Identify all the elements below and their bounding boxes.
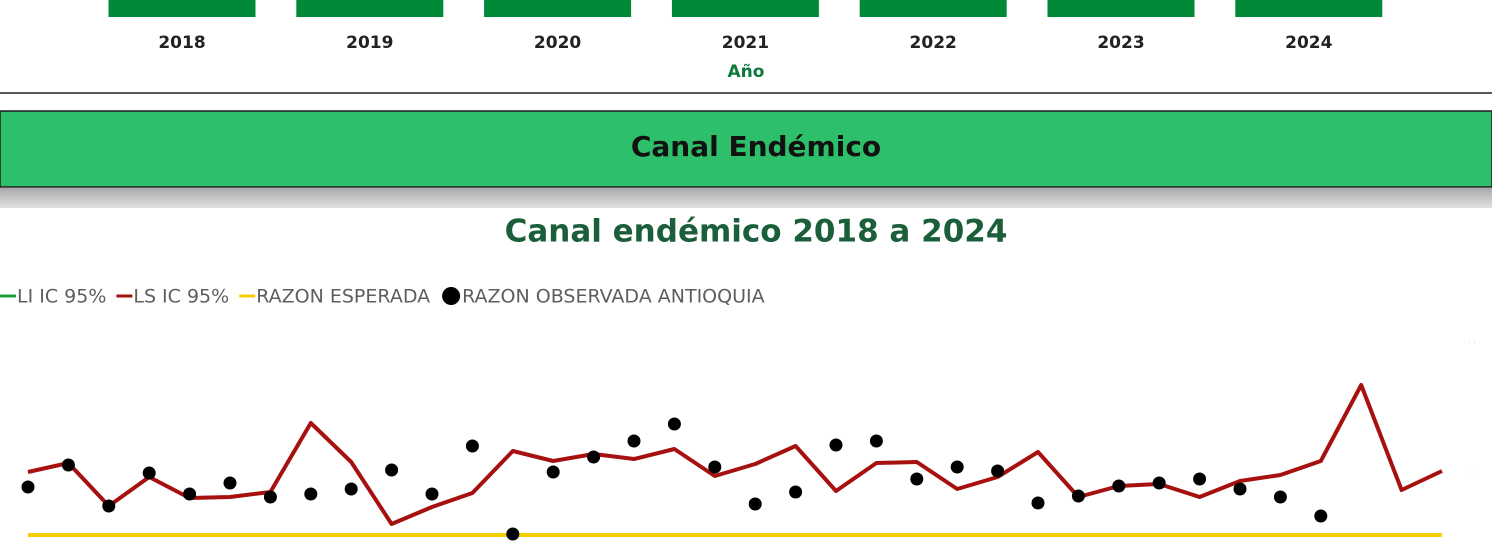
data-point xyxy=(1233,482,1247,496)
year-column xyxy=(671,0,819,17)
year-label: 2023 xyxy=(1097,33,1144,53)
data-point xyxy=(1071,489,1085,503)
data-point xyxy=(506,527,520,541)
data-point xyxy=(1031,496,1045,510)
data-point xyxy=(1152,476,1166,490)
data-point xyxy=(1273,490,1287,504)
data-point xyxy=(910,472,924,486)
data-point xyxy=(385,463,399,477)
section-banner xyxy=(0,110,1492,188)
year-label: 2024 xyxy=(1285,33,1332,53)
data-point xyxy=(21,480,35,494)
year-label: 2018 xyxy=(158,33,205,53)
data-point xyxy=(304,487,318,501)
decor-dots: . . xyxy=(1468,466,1476,475)
legend-label: RAZON ESPERADA xyxy=(256,286,430,308)
data-point xyxy=(950,460,964,474)
data-point xyxy=(991,464,1005,478)
data-point xyxy=(546,465,560,479)
data-point xyxy=(789,485,803,499)
data-point xyxy=(708,460,722,474)
legend: LI IC 95% LS IC 95% RAZON ESPERADA RAZON OB… xyxy=(0,286,765,308)
year-label: 2022 xyxy=(910,33,957,53)
data-point xyxy=(142,466,156,480)
year-column xyxy=(484,0,632,17)
year-label: 2021 xyxy=(722,33,769,53)
data-point xyxy=(102,499,116,513)
x-axis-label: Año xyxy=(728,62,765,82)
data-point xyxy=(869,434,883,448)
legend-label: RAZON OBSERVADA ANTIOQUIA xyxy=(462,286,765,308)
data-point xyxy=(627,434,641,448)
year-column xyxy=(1047,0,1195,17)
year-label: 2020 xyxy=(534,33,581,53)
data-point xyxy=(667,417,681,431)
data-point xyxy=(748,497,762,511)
year-column xyxy=(296,0,444,17)
data-point xyxy=(183,487,197,501)
year-column xyxy=(108,0,256,17)
plot xyxy=(21,383,1443,541)
legend-label: LS IC 95% xyxy=(133,286,229,308)
data-point xyxy=(587,450,601,464)
data-point xyxy=(223,476,237,490)
data-point xyxy=(829,438,843,452)
data-point xyxy=(1193,472,1207,486)
legend-marker xyxy=(442,287,461,305)
year-column xyxy=(1235,0,1383,17)
series-line xyxy=(27,383,1443,526)
chart-title: Canal endémico 2018 a 2024 xyxy=(505,214,1008,250)
data-point xyxy=(61,458,75,472)
section-title: Canal Endémico xyxy=(631,130,881,163)
data-point xyxy=(1112,479,1126,493)
year-bar-strip: 2018 2019 2020 2021 2022 2023 2024 xyxy=(108,0,1383,53)
data-point xyxy=(465,439,479,453)
year-column xyxy=(859,0,1007,17)
data-point xyxy=(344,482,358,496)
decor-dots: . . xyxy=(1468,336,1476,345)
data-point xyxy=(263,490,277,504)
data-point xyxy=(425,487,439,501)
year-label: 2019 xyxy=(346,33,393,53)
data-point xyxy=(1314,509,1328,523)
shadow-strip xyxy=(0,188,1492,208)
legend-label: LI IC 95% xyxy=(17,286,106,308)
